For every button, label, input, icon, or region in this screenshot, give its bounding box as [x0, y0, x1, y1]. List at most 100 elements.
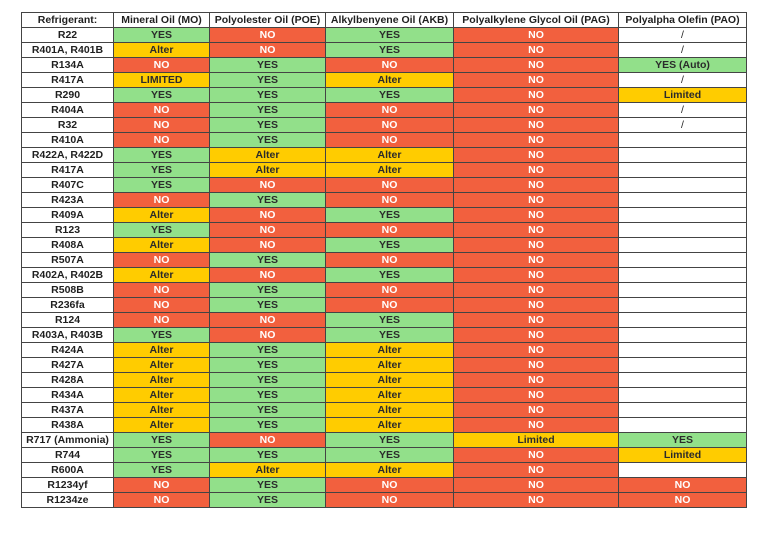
refrigerant-name-cell: R403A, R403B — [21, 327, 114, 343]
polyolester-oil-cell: YES — [209, 102, 326, 118]
alkylbenzene-oil-cell: NO — [325, 177, 454, 193]
alkylbenzene-oil-cell: YES — [325, 447, 454, 463]
alkylbenzene-oil-cell: NO — [325, 252, 454, 268]
table-row: R404A NO YES NO NO / — [21, 102, 747, 118]
alkylbenzene-oil-cell: YES — [325, 432, 454, 448]
polyolester-oil-cell: YES — [209, 357, 326, 373]
mineral-oil-cell: YES — [113, 147, 210, 163]
mineral-oil-cell: YES — [113, 162, 210, 178]
refrigerant-name-cell: R402A, R402B — [21, 267, 114, 283]
polyalpha-olefin-cell — [618, 312, 747, 328]
polyalpha-olefin-cell: / — [618, 102, 747, 118]
alkylbenzene-oil-cell: YES — [325, 237, 454, 253]
mineral-oil-cell: Alter — [113, 372, 210, 388]
alkylbenzene-oil-cell: NO — [325, 102, 454, 118]
polyalpha-olefin-cell — [618, 282, 747, 298]
refrigerant-name-cell: R437A — [21, 402, 114, 418]
polyalkylene-glycol-oil-cell: NO — [453, 57, 619, 73]
mineral-oil-cell: YES — [113, 327, 210, 343]
alkylbenzene-oil-cell: YES — [325, 42, 454, 58]
refrigerant-name-cell: R424A — [21, 342, 114, 358]
alkylbenzene-oil-cell: NO — [325, 297, 454, 313]
polyalpha-olefin-cell — [618, 267, 747, 283]
refrigerant-name-cell: R407C — [21, 177, 114, 193]
alkylbenzene-oil-cell: Alter — [325, 357, 454, 373]
polyolester-oil-cell: YES — [209, 87, 326, 103]
refrigerant-name-cell: R507A — [21, 252, 114, 268]
polyalpha-olefin-cell: NO — [618, 492, 747, 508]
table-row: R408A Alter NO YES NO — [21, 237, 747, 253]
polyalpha-olefin-cell — [618, 222, 747, 238]
polyolester-oil-cell: YES — [209, 492, 326, 508]
polyalkylene-glycol-oil-cell: NO — [453, 282, 619, 298]
table-row: R507A NO YES NO NO — [21, 252, 747, 268]
header-refrigerant: Refrigerant: — [21, 12, 114, 28]
polyalkylene-glycol-oil-cell: NO — [453, 72, 619, 88]
polyolester-oil-cell: YES — [209, 417, 326, 433]
polyalkylene-glycol-oil-cell: NO — [453, 402, 619, 418]
compatibility-table-container: Refrigerant: Mineral Oil (MO) Polyoleste… — [21, 12, 747, 508]
polyolester-oil-cell: YES — [209, 402, 326, 418]
polyalpha-olefin-cell — [618, 402, 747, 418]
polyalpha-olefin-cell — [618, 147, 747, 163]
alkylbenzene-oil-cell: NO — [325, 282, 454, 298]
polyalkylene-glycol-oil-cell: NO — [453, 27, 619, 43]
refrigerant-name-cell: R236fa — [21, 297, 114, 313]
alkylbenzene-oil-cell: NO — [325, 222, 454, 238]
mineral-oil-cell: YES — [113, 447, 210, 463]
mineral-oil-cell: NO — [113, 132, 210, 148]
mineral-oil-cell: Alter — [113, 402, 210, 418]
alkylbenzene-oil-cell: NO — [325, 57, 454, 73]
polyolester-oil-cell: NO — [209, 312, 326, 328]
refrigerant-name-cell: R1234ze — [21, 492, 114, 508]
mineral-oil-cell: NO — [113, 102, 210, 118]
alkylbenzene-oil-cell: Alter — [325, 72, 454, 88]
polyolester-oil-cell: NO — [209, 237, 326, 253]
mineral-oil-cell: YES — [113, 462, 210, 478]
table-row: R124 NO NO YES NO — [21, 312, 747, 328]
refrigerant-name-cell: R134A — [21, 57, 114, 73]
polyalkylene-glycol-oil-cell: NO — [453, 117, 619, 133]
table-row: R508B NO YES NO NO — [21, 282, 747, 298]
alkylbenzene-oil-cell: YES — [325, 327, 454, 343]
refrigerant-name-cell: R508B — [21, 282, 114, 298]
polyolester-oil-cell: YES — [209, 477, 326, 493]
polyolester-oil-cell: YES — [209, 117, 326, 133]
mineral-oil-cell: NO — [113, 492, 210, 508]
header-row: Refrigerant: Mineral Oil (MO) Polyoleste… — [21, 12, 747, 28]
table-row: R1234yf NO YES NO NO NO — [21, 477, 747, 493]
table-row: R402A, R402B Alter NO YES NO — [21, 267, 747, 283]
polyalpha-olefin-cell: Limited — [618, 87, 747, 103]
refrigerant-name-cell: R417A — [21, 162, 114, 178]
polyolester-oil-cell: NO — [209, 177, 326, 193]
polyalkylene-glycol-oil-cell: NO — [453, 447, 619, 463]
polyalkylene-glycol-oil-cell: NO — [453, 222, 619, 238]
polyalpha-olefin-cell — [618, 252, 747, 268]
polyalkylene-glycol-oil-cell: NO — [453, 462, 619, 478]
polyalpha-olefin-cell — [618, 177, 747, 193]
refrigerant-name-cell: R417A — [21, 72, 114, 88]
polyalkylene-glycol-oil-cell: NO — [453, 387, 619, 403]
mineral-oil-cell: NO — [113, 117, 210, 133]
polyalpha-olefin-cell — [618, 297, 747, 313]
polyalpha-olefin-cell — [618, 417, 747, 433]
polyolester-oil-cell: Alter — [209, 147, 326, 163]
alkylbenzene-oil-cell: YES — [325, 87, 454, 103]
table-row: R438A Alter YES Alter NO — [21, 417, 747, 433]
polyolester-oil-cell: YES — [209, 282, 326, 298]
table-row: R134A NO YES NO NO YES (Auto) — [21, 57, 747, 73]
polyalkylene-glycol-oil-cell: NO — [453, 357, 619, 373]
polyalkylene-glycol-oil-cell: NO — [453, 372, 619, 388]
mineral-oil-cell: Alter — [113, 267, 210, 283]
polyalkylene-glycol-oil-cell: NO — [453, 252, 619, 268]
table-row: R417A YES Alter Alter NO — [21, 162, 747, 178]
table-row: R290 YES YES YES NO Limited — [21, 87, 747, 103]
refrigerant-name-cell: R408A — [21, 237, 114, 253]
table-row: R1234ze NO YES NO NO NO — [21, 492, 747, 508]
mineral-oil-cell: NO — [113, 477, 210, 493]
header-polyolester-oil: Polyolester Oil (POE) — [209, 12, 326, 28]
table-row: R417A LIMITED YES Alter NO / — [21, 72, 747, 88]
alkylbenzene-oil-cell: Alter — [325, 462, 454, 478]
polyolester-oil-cell: YES — [209, 132, 326, 148]
polyolester-oil-cell: YES — [209, 57, 326, 73]
